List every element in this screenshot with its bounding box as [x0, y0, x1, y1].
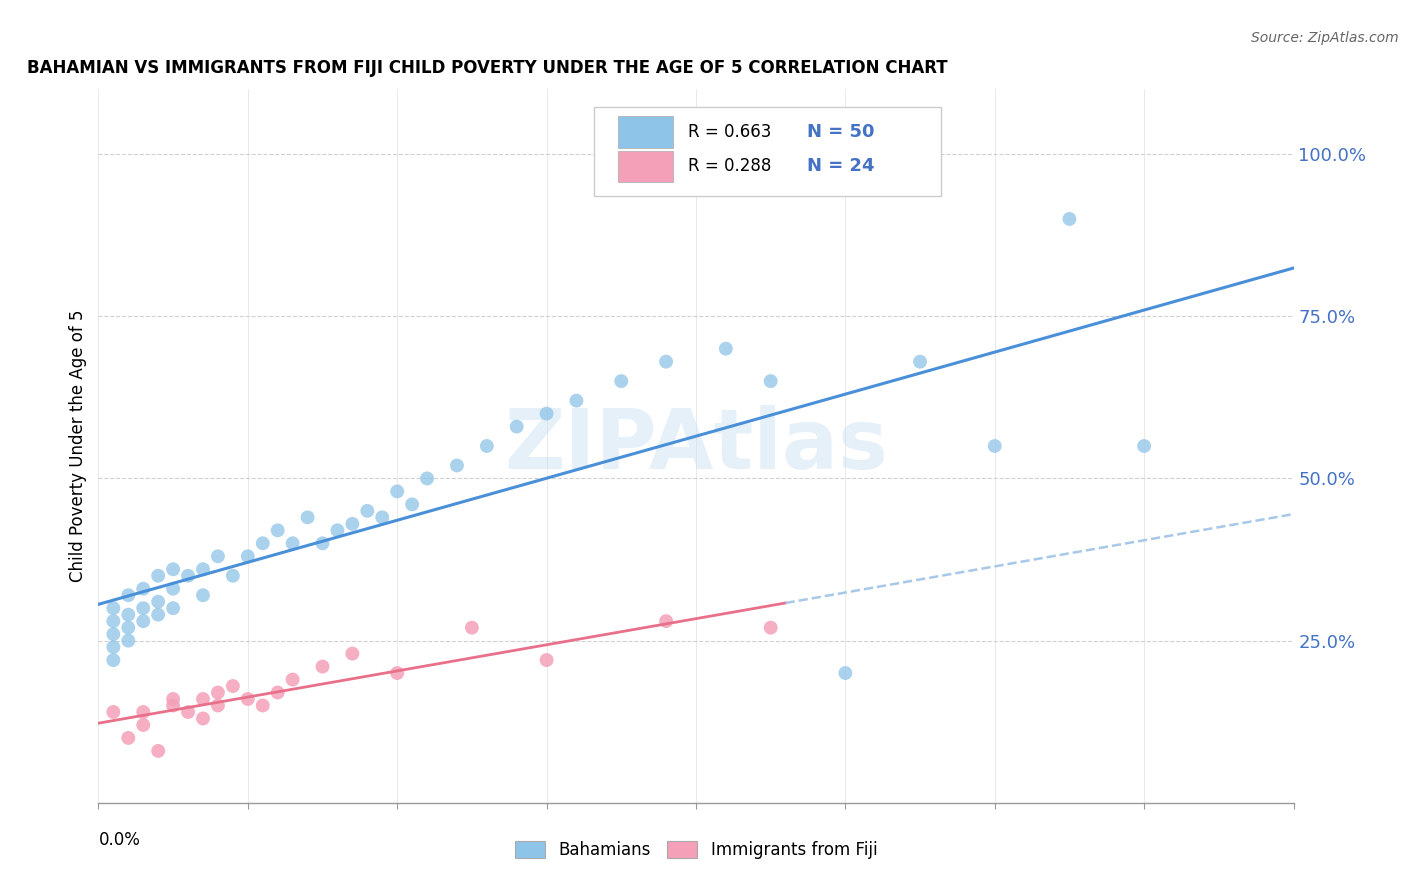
Point [222, 679, 245, 693]
Point [103, 627, 125, 641]
Text: N = 50: N = 50 [807, 123, 875, 141]
Text: ZIPAtlas: ZIPAtlas [503, 406, 889, 486]
Point [191, 711, 214, 725]
Point [162, 698, 184, 713]
Point [610, 374, 633, 388]
Point [1059, 211, 1081, 226]
Point [132, 601, 155, 615]
Point [177, 568, 200, 582]
Point [416, 471, 439, 485]
Point [908, 354, 931, 368]
Point [191, 562, 214, 576]
Point [162, 562, 184, 576]
Point [655, 614, 678, 628]
Text: R = 0.663: R = 0.663 [688, 123, 770, 141]
Point [148, 607, 170, 622]
Point [297, 510, 319, 524]
Point [356, 504, 378, 518]
Point [207, 685, 229, 699]
Text: N = 24: N = 24 [807, 157, 875, 175]
Point [834, 666, 856, 681]
Point [385, 484, 409, 499]
FancyBboxPatch shape [619, 116, 673, 148]
Point [281, 673, 304, 687]
Point [536, 407, 558, 421]
Point [371, 510, 394, 524]
Point [759, 621, 782, 635]
Point [385, 666, 409, 681]
Point [132, 718, 155, 732]
Point [222, 568, 245, 582]
Point [103, 614, 125, 628]
Text: Source: ZipAtlas.com: Source: ZipAtlas.com [1251, 31, 1399, 45]
Point [984, 439, 1007, 453]
Legend: Bahamians, Immigrants from Fiji: Bahamians, Immigrants from Fiji [508, 834, 884, 866]
Text: BAHAMIAN VS IMMIGRANTS FROM FIJI CHILD POVERTY UNDER THE AGE OF 5 CORRELATION CH: BAHAMIAN VS IMMIGRANTS FROM FIJI CHILD P… [27, 59, 948, 77]
Point [236, 692, 259, 706]
Text: 0.0%: 0.0% [98, 831, 141, 849]
Point [117, 731, 139, 745]
Point [132, 614, 155, 628]
Point [655, 354, 678, 368]
Y-axis label: Child Poverty Under the Age of 5: Child Poverty Under the Age of 5 [69, 310, 87, 582]
Point [148, 744, 170, 758]
Point [191, 692, 214, 706]
Point [759, 374, 782, 388]
Point [252, 698, 274, 713]
Point [311, 536, 333, 550]
Point [207, 698, 229, 713]
Point [311, 659, 333, 673]
Point [714, 342, 737, 356]
Point [267, 685, 290, 699]
Point [281, 536, 304, 550]
Point [103, 640, 125, 654]
Point [1133, 439, 1156, 453]
Point [461, 621, 484, 635]
Point [401, 497, 423, 511]
Point [236, 549, 259, 564]
Point [132, 705, 155, 719]
Point [117, 621, 139, 635]
Point [103, 705, 125, 719]
Point [252, 536, 274, 550]
Point [162, 692, 184, 706]
Point [148, 595, 170, 609]
Text: R = 0.288: R = 0.288 [688, 157, 770, 175]
Point [207, 549, 229, 564]
Point [148, 568, 170, 582]
Point [117, 588, 139, 602]
Point [191, 588, 214, 602]
FancyBboxPatch shape [619, 151, 673, 182]
Point [342, 647, 364, 661]
Point [177, 705, 200, 719]
Point [162, 601, 184, 615]
Point [506, 419, 529, 434]
Point [103, 653, 125, 667]
Point [326, 524, 349, 538]
Point [475, 439, 498, 453]
FancyBboxPatch shape [595, 107, 941, 196]
Point [132, 582, 155, 596]
Point [103, 601, 125, 615]
Point [117, 607, 139, 622]
Point [162, 582, 184, 596]
Point [446, 458, 468, 473]
Point [536, 653, 558, 667]
Point [342, 516, 364, 531]
Point [565, 393, 588, 408]
Point [117, 633, 139, 648]
Point [267, 524, 290, 538]
